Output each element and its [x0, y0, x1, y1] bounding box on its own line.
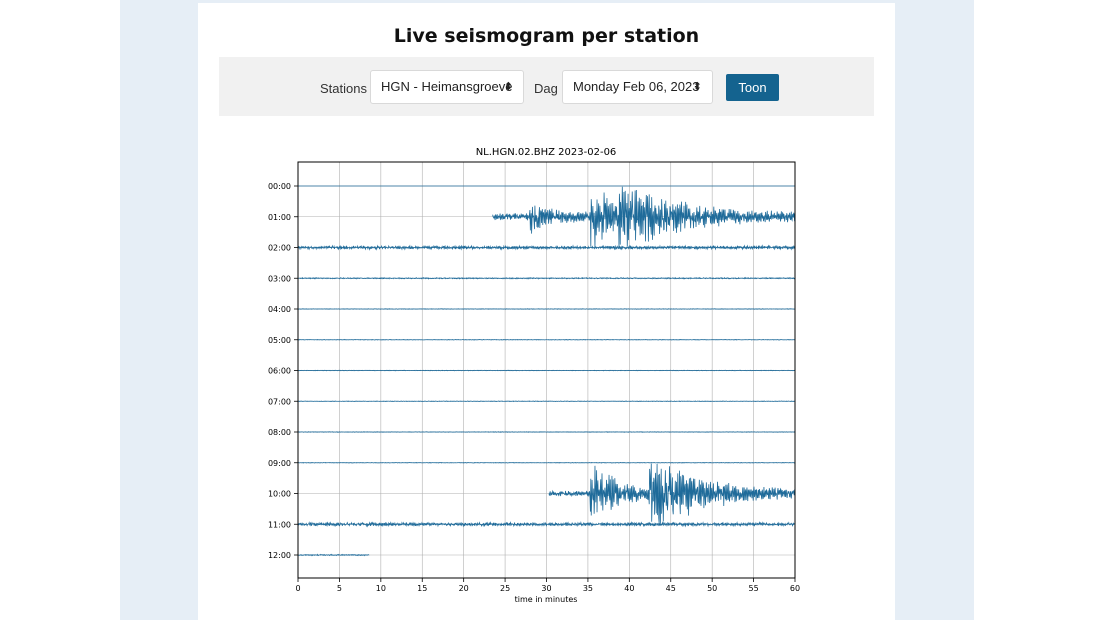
x-tick-label: 35 [583, 584, 593, 593]
seismogram-trace-0800 [297, 431, 796, 433]
y-tick-label: 08:00 [268, 428, 291, 437]
y-tick-label: 07:00 [268, 397, 291, 406]
x-tick-label: 5 [337, 584, 342, 593]
x-tick-label: 15 [417, 584, 427, 593]
y-tick-label: 03:00 [268, 274, 291, 283]
toon-button[interactable]: Toon [726, 74, 779, 101]
x-tick-label: 55 [748, 584, 758, 593]
x-tick-label: 60 [790, 584, 800, 593]
y-tick-label: 05:00 [268, 336, 291, 345]
sort-chevron-icon: ⬍ [503, 81, 513, 93]
x-tick-label: 45 [666, 584, 676, 593]
seismogram-trace-0300 [297, 276, 796, 280]
x-tick-label: 10 [376, 584, 386, 593]
y-tick-label: 06:00 [268, 367, 291, 376]
seismogram-trace-0600 [297, 369, 796, 372]
station-select[interactable]: HGN - Heimansgroeve ⬍ [370, 70, 524, 104]
y-tick-label: 11:00 [268, 520, 291, 529]
x-tick-label: 40 [624, 584, 634, 593]
x-tick-label: 30 [541, 584, 551, 593]
y-tick-label: 12:00 [268, 551, 291, 560]
seismogram-trace-0700 [297, 400, 796, 403]
y-tick-label: 04:00 [268, 305, 291, 314]
y-tick-label: 02:00 [268, 244, 291, 253]
ticks: 0 5 10 15 20 25 30 35 40 45 50 55 60 00:00 01:00 02:00 0… [268, 182, 800, 593]
seismogram-trace-1000 [548, 463, 796, 524]
seismogram-trace-0200 [297, 244, 796, 251]
x-axis-label: time in minutes [515, 595, 578, 604]
seismogram-trace-1100 [297, 521, 796, 528]
chart-title: NL.HGN.02.BHZ 2023-02-06 [476, 147, 617, 158]
seismogram-trace-1200 [297, 553, 370, 557]
y-tick-label: 01:00 [268, 213, 291, 222]
day-select[interactable]: Monday Feb 06, 2023 ⬍ [562, 70, 713, 104]
y-tick-label: 10:00 [268, 490, 291, 499]
station-select-value: HGN - Heimansgroeve [381, 79, 513, 94]
grid [297, 162, 796, 578]
sort-chevron-icon: ⬍ [692, 81, 702, 93]
page-title: Live seismogram per station [393, 25, 700, 47]
y-tick-label: 00:00 [268, 182, 291, 191]
day-select-value: Monday Feb 06, 2023 [573, 79, 700, 94]
day-label: Dag [534, 81, 558, 96]
seismogram-trace-0400 [297, 308, 796, 310]
seismogram-trace-0900 [297, 461, 796, 464]
seismogram-trace-0100 [492, 186, 796, 247]
y-tick-label: 09:00 [268, 459, 291, 468]
x-tick-label: 50 [707, 584, 717, 593]
seismogram-trace-0500 [297, 338, 796, 341]
x-tick-label: 20 [459, 584, 469, 593]
x-tick-label: 0 [295, 584, 300, 593]
traces [297, 185, 796, 557]
x-tick-label: 25 [500, 584, 510, 593]
station-label: Stations [320, 81, 367, 96]
filter-bar: Stations HGN - Heimansgroeve ⬍ Dag Monda… [219, 57, 874, 116]
